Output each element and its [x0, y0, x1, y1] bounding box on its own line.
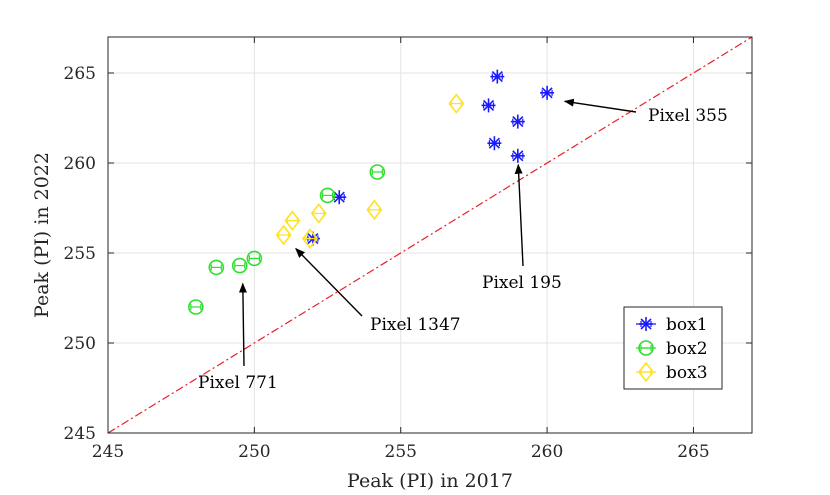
- marker-circle: [369, 164, 386, 180]
- legend-label: box1: [666, 315, 708, 335]
- data-point-box3: [284, 210, 301, 231]
- data-points: [188, 69, 555, 315]
- annotation-label: Pixel 355: [648, 106, 728, 126]
- marker-diamond: [301, 228, 318, 249]
- annotations: Pixel 355 Pixel 195 Pixel 1347 Pixel 771: [198, 98, 728, 393]
- legend-entry-box2: box2: [636, 339, 708, 359]
- y-tick-label: 260: [64, 154, 96, 174]
- marker-circle: [231, 257, 248, 274]
- marker-diamond: [448, 93, 465, 114]
- marker-stroke: [512, 150, 524, 162]
- marker-circle: [638, 340, 654, 356]
- legend-label: box2: [666, 339, 708, 359]
- marker-diamond: [366, 199, 383, 221]
- annotation: Pixel 1347: [295, 247, 461, 335]
- data-point-box1: [487, 136, 502, 151]
- annotation-label: Pixel 771: [198, 373, 278, 393]
- marker-diamond: [637, 361, 655, 383]
- data-point-box1: [490, 69, 505, 84]
- data-point-box2: [208, 259, 225, 276]
- annotation-arrow: [563, 98, 637, 113]
- x-tick-label: 265: [677, 442, 709, 462]
- marker-stroke: [541, 87, 553, 99]
- y-axis-label: Peak (PI) in 2022: [31, 152, 53, 318]
- data-point-box2: [231, 257, 248, 274]
- y-tick-label: 255: [64, 244, 96, 264]
- data-point-box2: [188, 299, 204, 315]
- annotation: Pixel 355: [563, 98, 728, 126]
- marker-stroke: [333, 191, 345, 203]
- legend-entry-box1: box1: [636, 315, 708, 335]
- marker-stroke: [640, 318, 652, 330]
- annotation-arrow: [238, 282, 247, 367]
- data-point-box2: [369, 164, 386, 180]
- marker-stroke: [512, 116, 524, 128]
- annotation-label: Pixel 195: [482, 273, 562, 293]
- marker-stroke: [482, 99, 495, 111]
- marker-circle: [208, 259, 225, 276]
- annotation: Pixel 771: [198, 282, 278, 393]
- marker-circle: [246, 250, 263, 267]
- axis-ticks: 245 250 255 260 265 245 250 255 260 265: [64, 37, 752, 462]
- data-point-box1: [481, 98, 496, 113]
- annotation-arrow: [514, 163, 524, 267]
- y-tick-label: 265: [64, 64, 96, 84]
- data-point-box3: [310, 203, 327, 224]
- marker-stroke: [491, 71, 503, 83]
- x-axis-label: Peak (PI) in 2017: [347, 470, 513, 492]
- annotation-label: Pixel 1347: [370, 315, 461, 335]
- data-point-box2: [246, 250, 263, 267]
- series-box2: [188, 164, 386, 315]
- marker-diamond: [310, 203, 327, 224]
- data-point-box1: [510, 148, 525, 163]
- series-box3: [275, 93, 465, 249]
- x-tick-label: 250: [238, 442, 270, 462]
- y-tick-label: 245: [64, 424, 96, 444]
- marker-diamond: [275, 224, 292, 246]
- data-point-box2: [319, 187, 336, 204]
- annotation-arrow: [295, 247, 363, 317]
- data-point-box1: [540, 85, 555, 100]
- data-point-box3: [366, 199, 383, 221]
- marker-circle: [319, 187, 336, 204]
- marker-diamond: [284, 210, 301, 231]
- x-tick-label: 255: [385, 442, 417, 462]
- plot-frame: [107, 36, 753, 434]
- data-point-box1: [510, 114, 525, 129]
- marker-stroke: [488, 137, 500, 149]
- y-tick-label: 250: [64, 334, 96, 354]
- identity-reference-line: [107, 36, 753, 434]
- data-point-box3: [301, 228, 318, 249]
- data-point-box3: [275, 224, 292, 246]
- data-point-box3: [448, 93, 465, 114]
- legend-entry-box3: box3: [636, 361, 708, 383]
- legend: box1 box2 box3: [623, 306, 723, 390]
- legend-label: box3: [666, 363, 708, 383]
- annotation: Pixel 195: [482, 163, 562, 293]
- x-tick-label: 245: [92, 442, 124, 462]
- marker-circle: [188, 299, 204, 315]
- x-tick-label: 260: [531, 442, 563, 462]
